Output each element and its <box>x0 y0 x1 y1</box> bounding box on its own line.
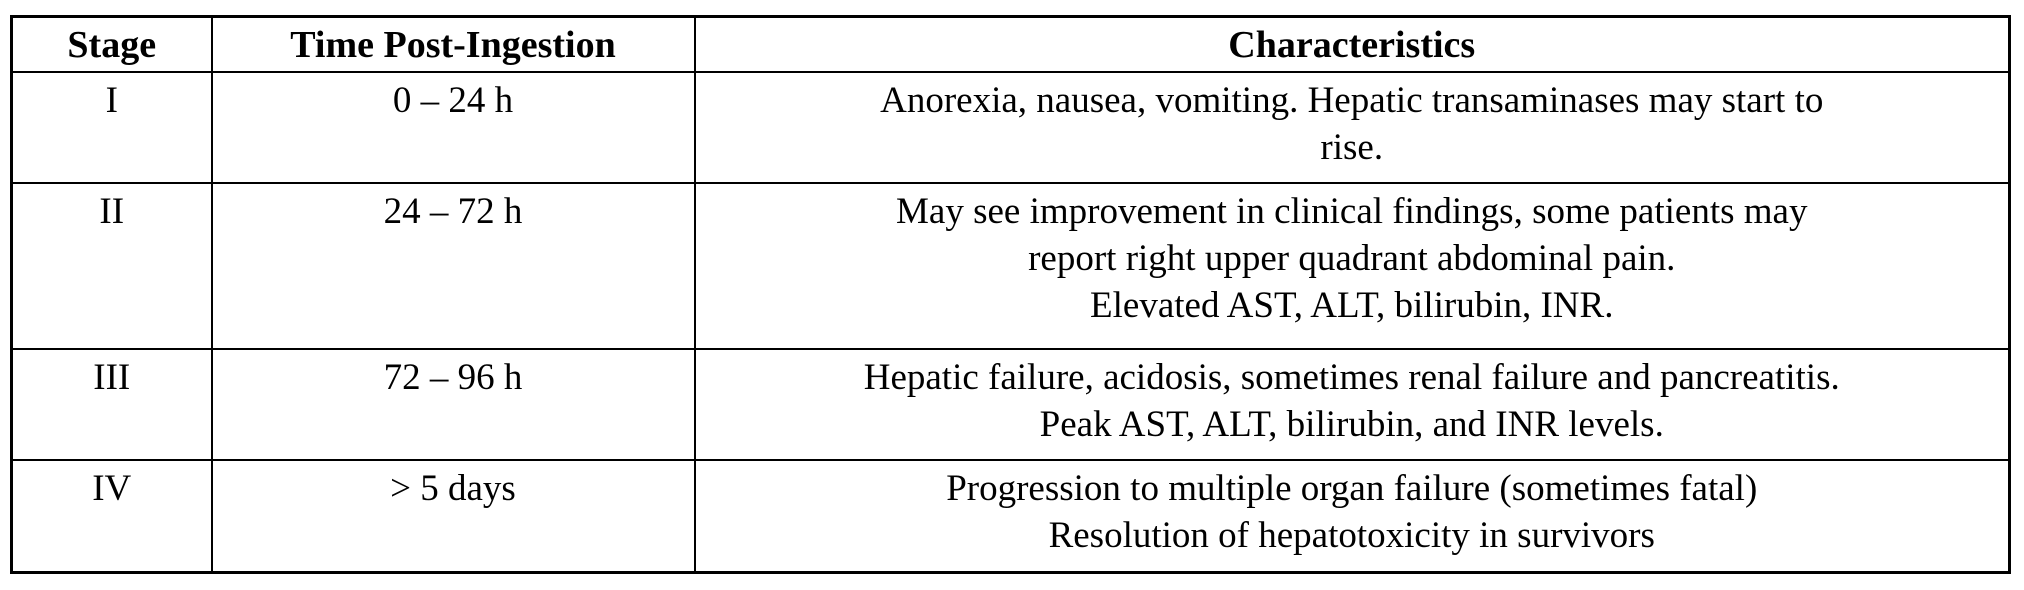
time-value: 24 – 72 h <box>383 191 523 232</box>
table-row-stage-1: I 0 – 24 h Anorexia, nausea, vomiting. H… <box>10 71 2011 184</box>
characteristics-line: Elevated AST, ALT, bilirubin, INR. <box>1090 285 1614 326</box>
stage-value: II <box>99 191 125 232</box>
time-cell: > 5 days <box>210 459 696 574</box>
characteristics-cell: Anorexia, nausea, vomiting. Hepatic tran… <box>693 71 2011 184</box>
characteristics-line: May see improvement in clinical findings… <box>896 191 1808 232</box>
stage-cell: IV <box>10 459 213 574</box>
time-cell: 72 – 96 h <box>210 348 696 461</box>
time-value: 72 – 96 h <box>383 357 523 398</box>
characteristics-line: Peak AST, ALT, bilirubin, and INR levels… <box>1039 404 1664 445</box>
stage-value: I <box>105 80 118 121</box>
table-row-stage-2: II 24 – 72 h May see improvement in clin… <box>10 182 2011 350</box>
toxicity-staging-table: Stage Time Post-Ingestion Characteristic… <box>10 15 2011 574</box>
table-row-stage-3: III 72 – 96 h Hepatic failure, acidosis,… <box>10 348 2011 461</box>
stage-value: IV <box>92 468 132 509</box>
characteristics-cell: May see improvement in clinical findings… <box>693 182 2011 350</box>
header-time-post-ingestion: Time Post-Ingestion <box>210 15 696 73</box>
header-characteristics: Characteristics <box>693 15 2011 73</box>
stage-cell: II <box>10 182 213 350</box>
time-value: > 5 days <box>390 468 516 509</box>
characteristics-line: report right upper quadrant abdominal pa… <box>1028 238 1676 279</box>
time-value: 0 – 24 h <box>392 80 514 121</box>
stage-cell: I <box>10 71 213 184</box>
stage-cell: III <box>10 348 213 461</box>
time-cell: 24 – 72 h <box>210 182 696 350</box>
characteristics-cell: Progression to multiple organ failure (s… <box>693 459 2011 574</box>
characteristics-line: Progression to multiple organ failure (s… <box>946 468 1758 509</box>
header-stage: Stage <box>10 15 213 73</box>
characteristics-line: Resolution of hepatotoxicity in survivor… <box>1048 515 1655 556</box>
characteristics-cell: Hepatic failure, acidosis, sometimes ren… <box>693 348 2011 461</box>
table-header-row: Stage Time Post-Ingestion Characteristic… <box>10 15 2011 73</box>
characteristics-line: Anorexia, nausea, vomiting. Hepatic tran… <box>880 80 1824 121</box>
time-cell: 0 – 24 h <box>210 71 696 184</box>
characteristics-line: rise. <box>1320 127 1384 168</box>
characteristics-line: Hepatic failure, acidosis, sometimes ren… <box>863 357 1840 398</box>
table-row-stage-4: IV > 5 days Progression to multiple orga… <box>10 459 2011 574</box>
stage-value: III <box>93 357 131 398</box>
